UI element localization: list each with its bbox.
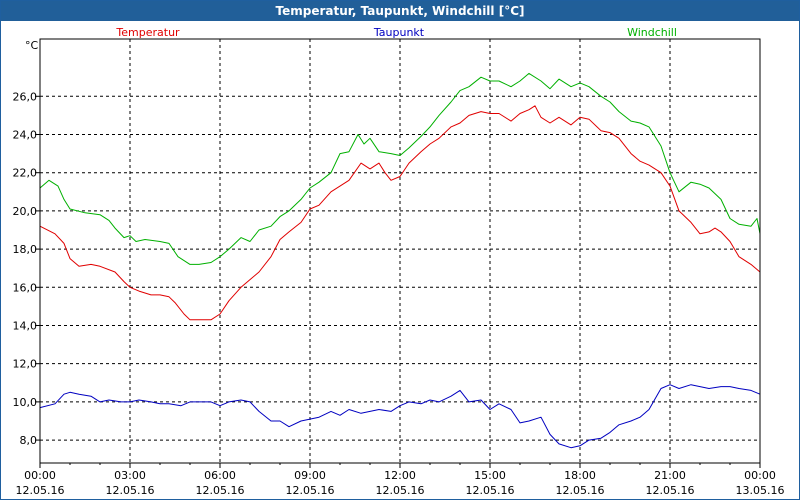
x-tick-time: 06:00 xyxy=(204,469,236,482)
y-tick-label: 18,0 xyxy=(13,243,38,256)
legend-taupunkt: Taupunkt xyxy=(373,26,425,39)
x-tick-time: 12:00 xyxy=(384,469,416,482)
x-tick-date: 12.05.16 xyxy=(466,484,515,497)
x-tick-time: 00:00 xyxy=(744,469,776,482)
x-tick-date: 12.05.16 xyxy=(286,484,335,497)
y-tick-label: 10,0 xyxy=(13,396,38,409)
y-tick-label: 12,0 xyxy=(13,358,38,371)
x-tick-date: 13.05.16 xyxy=(736,484,785,497)
y-tick-label: 14,0 xyxy=(13,319,38,332)
y-tick-label: 8,0 xyxy=(20,434,38,447)
y-tick-label: 24,0 xyxy=(13,128,38,141)
x-tick-date: 12.05.16 xyxy=(646,484,695,497)
axis-layer: 8,0 10,0 12,0 14,0 16,0 18,0 20,0 22,0 24,0 26,0 0… xyxy=(13,38,785,497)
plot-frame xyxy=(39,38,761,464)
x-tick-time: 15:00 xyxy=(474,469,506,482)
x-tick-date: 12.05.16 xyxy=(196,484,245,497)
series-line-taupunkt xyxy=(39,384,761,449)
series-layer xyxy=(39,72,761,449)
x-tick-time: 18:00 xyxy=(564,469,596,482)
x-tick-time: 00:00 xyxy=(24,469,56,482)
x-tick-date: 12.05.16 xyxy=(16,484,65,497)
y-tick-label: 26,0 xyxy=(13,90,38,103)
y-tick-label: 20,0 xyxy=(13,205,38,218)
x-tick-date: 12.05.16 xyxy=(556,484,605,497)
legend-layer: Temperatur Taupunkt Windchill xyxy=(115,26,677,39)
y-axis-unit: °C xyxy=(25,39,39,52)
x-tick-time: 21:00 xyxy=(654,469,686,482)
y-tick-label: 16,0 xyxy=(13,281,38,294)
series-line-temperatur xyxy=(39,105,761,321)
grid-layer xyxy=(39,39,761,463)
y-tick-label: 22,0 xyxy=(13,167,38,180)
legend-temperatur: Temperatur xyxy=(115,26,180,39)
legend-windchill: Windchill xyxy=(627,26,677,39)
window-title: Temperatur, Taupunkt, Windchill [°C] xyxy=(1,1,799,21)
x-tick-date: 12.05.16 xyxy=(106,484,155,497)
x-tick-time: 03:00 xyxy=(114,469,146,482)
x-tick-date: 12.05.16 xyxy=(376,484,425,497)
series-line-windchill xyxy=(39,72,761,265)
x-tick-time: 09:00 xyxy=(294,469,326,482)
